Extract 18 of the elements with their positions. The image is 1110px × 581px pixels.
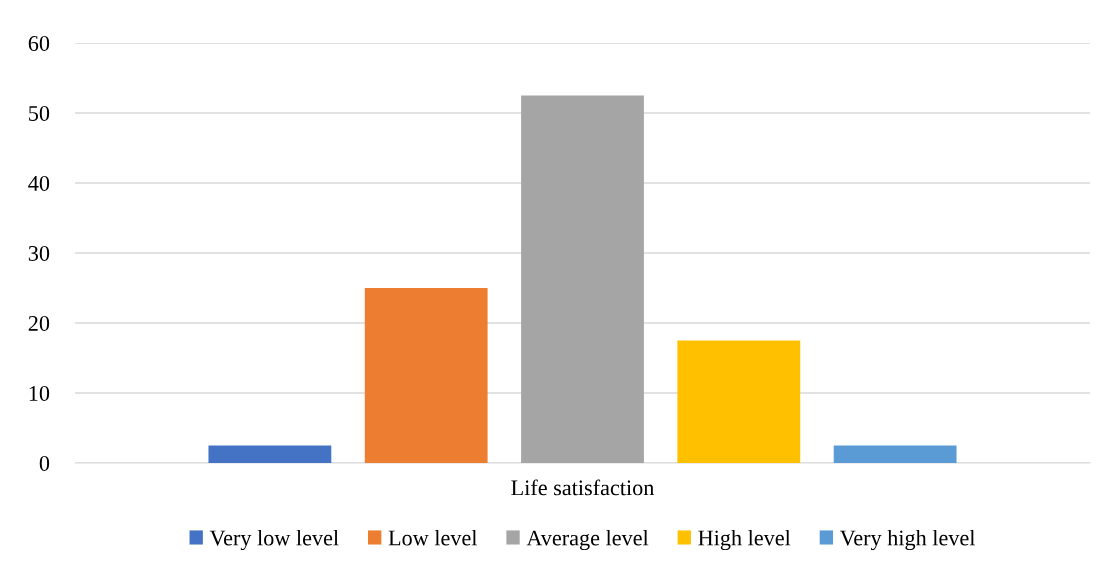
legend-label: Low level: [388, 529, 478, 546]
bar: [208, 445, 332, 463]
legend-label: Very low level: [209, 529, 339, 551]
y-tick-label: 0: [39, 455, 50, 471]
y-tick-label: 20: [28, 315, 50, 331]
x-tick-label: Life satisfaction: [511, 479, 655, 496]
y-tick-label: 40: [28, 175, 50, 191]
legend-label: Average level: [526, 529, 649, 551]
bar: [677, 340, 801, 463]
legend-label: Very high level: [839, 529, 976, 551]
bar: [364, 288, 488, 463]
legend-label: High level: [698, 529, 791, 551]
y-tick-label: 60: [28, 35, 50, 51]
y-tick-label: 50: [29, 105, 50, 121]
y-tick-label: 10: [29, 385, 50, 401]
bar: [521, 95, 644, 463]
y-tick-label: 30: [28, 245, 50, 261]
bar: [833, 445, 957, 463]
